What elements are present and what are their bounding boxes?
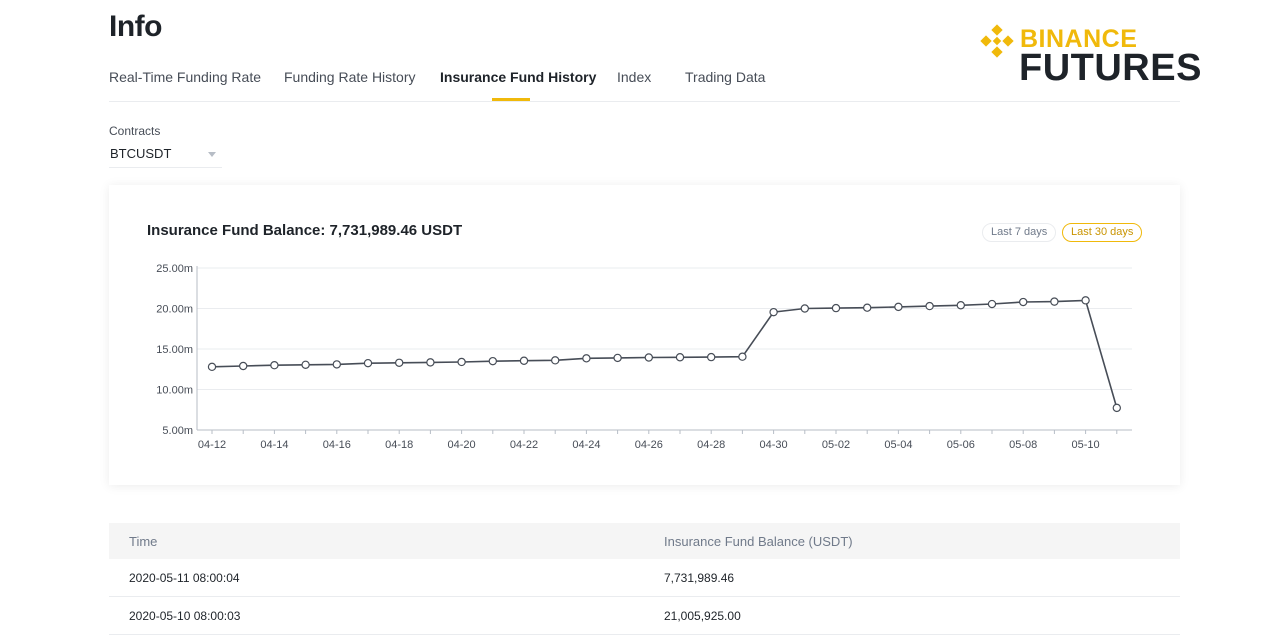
data-point[interactable] — [800, 304, 810, 313]
row-balance: 7,731,989.46 — [664, 571, 735, 585]
tab-trading-data[interactable]: Trading Data — [685, 69, 766, 85]
data-point[interactable] — [831, 303, 841, 313]
table-header: Time Insurance Fund Balance (USDT) — [109, 523, 1180, 559]
y-tick-label: 5.00m — [162, 425, 193, 437]
data-point[interactable] — [956, 301, 966, 310]
brand-product: FUTURES — [1019, 47, 1202, 89]
tab-funding-rate-history[interactable]: Funding Rate History — [284, 69, 416, 85]
data-point[interactable] — [644, 353, 654, 362]
x-tick-label: 05-08 — [1009, 439, 1037, 451]
data-point[interactable] — [457, 357, 466, 367]
x-tick-label: 04-18 — [385, 439, 413, 451]
x-tick-label: 05-10 — [1072, 439, 1100, 451]
data-point[interactable] — [1112, 403, 1122, 413]
contracts-label: Contracts — [109, 124, 161, 138]
data-point[interactable] — [301, 360, 310, 369]
data-point[interactable] — [863, 303, 872, 312]
data-point[interactable] — [363, 358, 373, 368]
insurance-fund-chart-card: 25.00m 20.00m 15.00m 10.00m 5.00m 04-12 04-14 0… — [109, 185, 1180, 485]
tab-index[interactable]: Index — [617, 69, 652, 85]
x-tick-label: 04-28 — [697, 439, 725, 451]
insurance-fund-chart: 25.00m 20.00m 15.00m 10.00m 5.00m 04-12 04-14 0… — [156, 263, 1132, 451]
x-tick-label: 04-14 — [260, 439, 288, 451]
x-tick-label: 04-26 — [635, 439, 663, 451]
page-title: Info — [109, 10, 162, 43]
tab-insurance-fund-history[interactable]: Insurance Fund History — [440, 69, 597, 85]
column-header-balance: Insurance Fund Balance (USDT) — [664, 534, 853, 549]
data-point[interactable] — [707, 352, 716, 362]
contracts-select[interactable]: BTCUSDT — [109, 142, 222, 168]
row-time: 2020-05-11 08:00:04 — [129, 571, 240, 585]
data-point[interactable] — [332, 360, 341, 369]
row-time: 2020-05-10 08:00:03 — [129, 609, 241, 623]
x-tick-label: 04-16 — [323, 439, 351, 451]
data-point[interactable] — [207, 362, 217, 372]
chevron-down-icon — [208, 152, 216, 157]
data-point[interactable] — [987, 299, 997, 309]
x-tick-label: 05-06 — [947, 439, 975, 451]
x-tick-label: 04-12 — [198, 439, 226, 451]
x-tick-label: 05-04 — [884, 439, 912, 451]
last-7-days-button[interactable]: Last 7 days — [982, 223, 1057, 242]
y-tick-label: 20.00m — [156, 304, 193, 316]
table-row: 2020-05-11 08:00:04 7,731,989.46 — [109, 559, 1180, 597]
data-point[interactable] — [738, 352, 747, 361]
y-tick-label: 10.00m — [156, 385, 193, 397]
x-tick-label: 04-24 — [572, 439, 600, 451]
x-tick-label: 04-30 — [760, 439, 788, 451]
balance-series-line — [211, 299, 1118, 409]
tab-real-time-funding-rate[interactable]: Real-Time Funding Rate — [109, 69, 261, 85]
x-tick-label: 04-20 — [448, 439, 476, 451]
data-point[interactable] — [551, 356, 560, 365]
data-point[interactable] — [395, 358, 404, 367]
contracts-select-value: BTCUSDT — [110, 146, 172, 161]
data-point[interactable] — [894, 302, 903, 312]
data-point[interactable] — [488, 356, 497, 366]
info-tabs: Real-Time Funding Rate Funding Rate Hist… — [109, 60, 1180, 102]
data-point[interactable] — [426, 358, 435, 367]
x-tick-label: 04-22 — [510, 439, 538, 451]
binance-futures-logo: BINANCE FUTURES — [980, 24, 1210, 89]
last-30-days-button[interactable]: Last 30 days — [1062, 223, 1143, 242]
data-point[interactable] — [675, 353, 685, 362]
table-row: 2020-05-10 08:00:03 21,005,925.00 — [109, 597, 1180, 635]
data-point[interactable] — [613, 353, 622, 363]
active-tab-indicator — [492, 98, 530, 101]
y-tick-label: 15.00m — [156, 344, 193, 356]
data-point[interactable] — [925, 301, 934, 311]
data-point[interactable] — [238, 361, 248, 371]
data-point[interactable] — [582, 354, 591, 363]
column-header-time: Time — [129, 534, 158, 549]
row-balance: 21,005,925.00 — [664, 609, 741, 623]
insurance-fund-table: Time Insurance Fund Balance (USDT) 2020-… — [109, 523, 1180, 635]
data-point[interactable] — [519, 356, 529, 365]
data-point[interactable] — [1081, 296, 1090, 305]
data-point[interactable] — [769, 307, 778, 317]
brand-name: BINANCE — [1020, 25, 1138, 53]
data-point[interactable] — [1019, 297, 1028, 307]
chart-title: Insurance Fund Balance: 7,731,989.46 USD… — [147, 222, 463, 239]
data-point[interactable] — [270, 360, 279, 370]
x-tick-label: 05-02 — [822, 439, 850, 451]
data-point[interactable] — [1050, 297, 1059, 306]
binance-logo-icon — [980, 24, 1014, 58]
y-tick-label: 25.00m — [156, 263, 193, 275]
